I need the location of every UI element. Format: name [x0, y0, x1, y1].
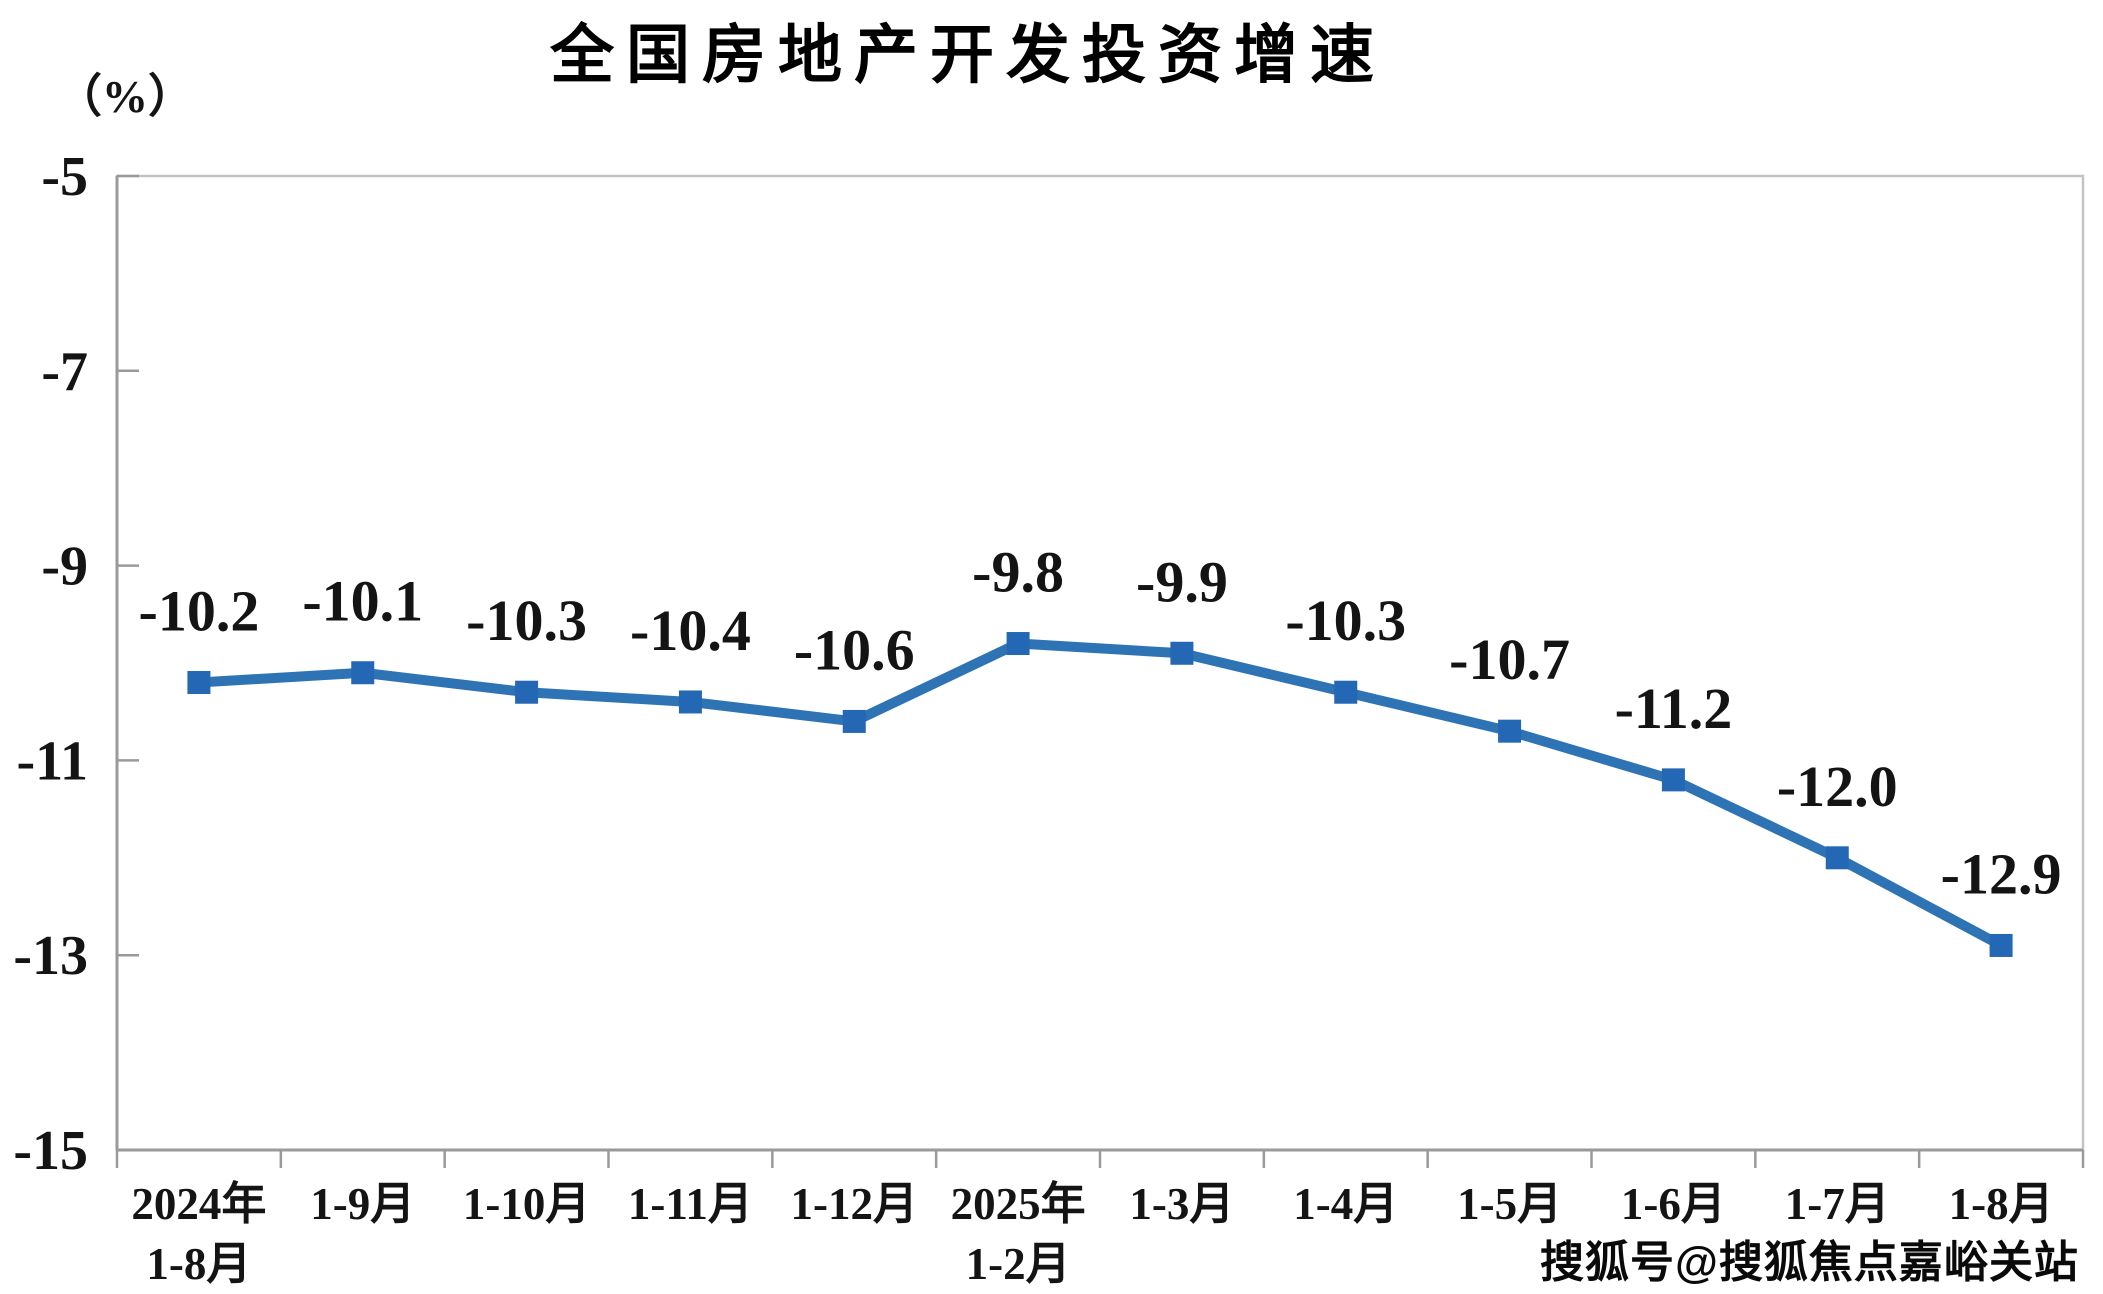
data-point-marker — [842, 709, 866, 733]
series-line — [193, 638, 2007, 951]
x-axis-category-label: 2025年 — [951, 1179, 1086, 1229]
data-point-marker — [1006, 632, 1030, 656]
data-point-label: -10.3 — [1285, 588, 1406, 653]
y-axis-tick-label: -9 — [41, 536, 88, 598]
data-point-label: -9.9 — [1136, 549, 1228, 614]
x-axis-category-label: 1-2月 — [966, 1239, 1071, 1289]
data-point-label: -9.8 — [972, 540, 1064, 605]
data-point-marker — [1661, 768, 1685, 792]
y-axis-tick-label: -7 — [41, 341, 88, 403]
data-point-marker — [678, 690, 702, 714]
x-axis-category-label: 1-5月 — [1457, 1179, 1562, 1229]
x-axis-category-label: 1-10月 — [463, 1179, 591, 1229]
data-point-label: -10.4 — [630, 598, 751, 663]
y-axis-unit-label: （%） — [56, 71, 194, 122]
data-point-marker — [351, 661, 375, 685]
y-axis-tick-label: -13 — [13, 925, 88, 987]
data-point-marker — [515, 680, 539, 704]
data-point-label: -12.0 — [1777, 754, 1898, 819]
data-point-marker — [1498, 719, 1522, 743]
data-point-label: -11.2 — [1615, 676, 1733, 741]
data-point-label: -10.3 — [466, 588, 587, 653]
x-axis-category-label: 1-7月 — [1785, 1179, 1890, 1229]
data-point-label: -12.9 — [1941, 841, 2062, 906]
data-point-label: -10.6 — [794, 617, 915, 682]
data-point-marker — [1170, 641, 1194, 665]
data-point-label: -10.2 — [139, 578, 260, 643]
x-axis-category-label: 1-11月 — [628, 1179, 753, 1229]
x-axis-category-label: 1-8月 — [146, 1239, 251, 1289]
data-point-marker — [1825, 846, 1849, 870]
watermark: 搜狐号@搜狐焦点嘉峪关站 — [1540, 1238, 2079, 1287]
y-axis-tick-label: -11 — [16, 730, 88, 792]
x-axis-category-label: 2024年 — [131, 1179, 266, 1229]
x-axis-category-label: 1-12月 — [791, 1179, 919, 1229]
plot-area-border — [115, 174, 2085, 1152]
x-axis-category-label: 1-6月 — [1621, 1179, 1726, 1229]
y-axis-tick-label: -15 — [13, 1120, 88, 1182]
data-point-label: -10.1 — [302, 569, 423, 634]
chart-title: 全国房地产开发投资增速 — [550, 19, 1386, 91]
x-axis-category-label: 1-3月 — [1129, 1179, 1234, 1229]
data-point-marker — [187, 670, 211, 694]
x-axis-category-label: 1-8月 — [1949, 1179, 2054, 1229]
x-axis-category-label: 1-9月 — [310, 1179, 415, 1229]
data-point-label: -10.7 — [1449, 627, 1570, 692]
data-point-marker — [1989, 933, 2013, 957]
x-axis-category-label: 1-4月 — [1293, 1179, 1398, 1229]
y-axis-tick-label: -5 — [41, 146, 88, 208]
data-point-marker — [1334, 680, 1358, 704]
